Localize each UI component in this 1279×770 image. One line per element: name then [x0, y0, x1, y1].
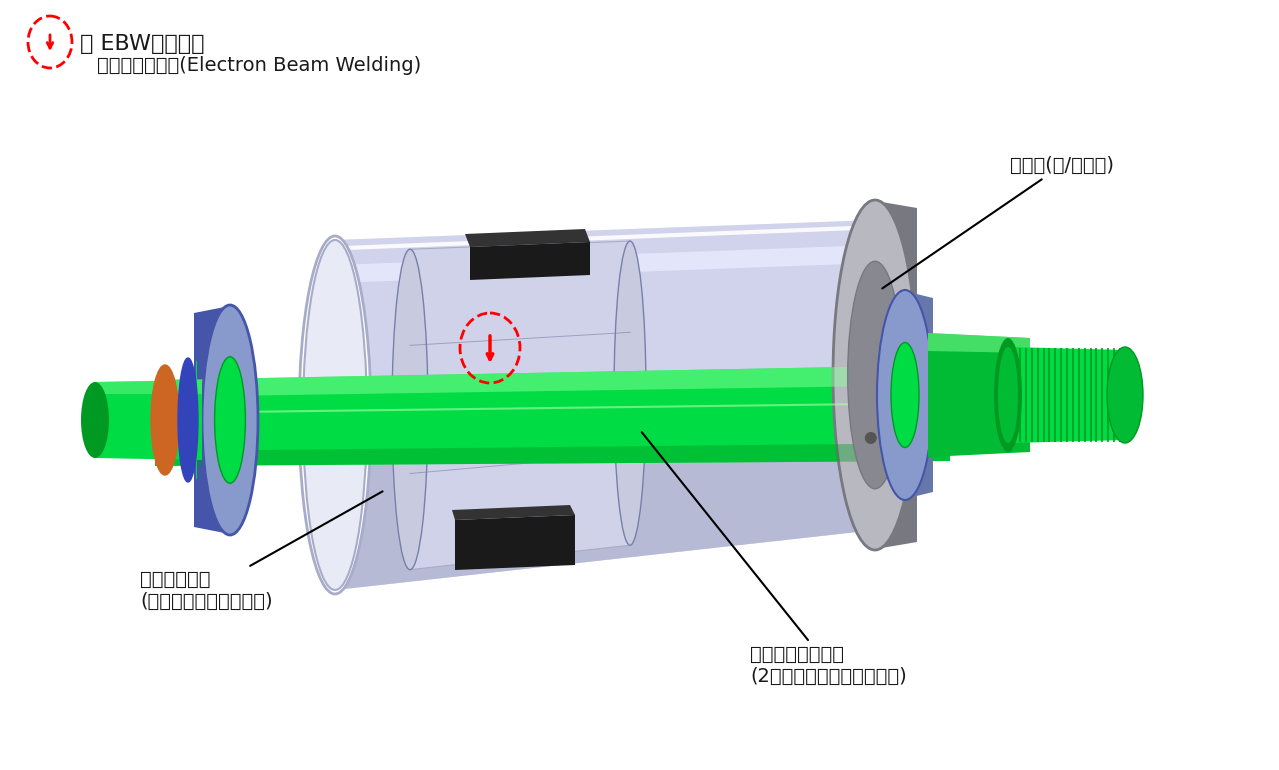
Polygon shape — [194, 305, 235, 535]
Polygon shape — [95, 380, 202, 394]
Ellipse shape — [994, 338, 1022, 452]
Ellipse shape — [891, 343, 920, 447]
Polygon shape — [870, 200, 917, 550]
Ellipse shape — [998, 347, 1018, 443]
Polygon shape — [411, 241, 631, 570]
Polygon shape — [155, 365, 950, 397]
Ellipse shape — [391, 249, 428, 570]
Polygon shape — [900, 290, 932, 500]
Polygon shape — [455, 515, 576, 570]
Polygon shape — [335, 245, 875, 283]
Ellipse shape — [178, 358, 198, 482]
Ellipse shape — [848, 261, 902, 489]
Polygon shape — [335, 220, 875, 590]
Text: ： EBW接合箇所: ： EBW接合箇所 — [81, 34, 205, 54]
Polygon shape — [155, 365, 950, 466]
Polygon shape — [929, 333, 1030, 353]
Ellipse shape — [877, 290, 932, 500]
Polygon shape — [466, 229, 590, 247]
Ellipse shape — [81, 382, 109, 458]
Ellipse shape — [215, 357, 246, 484]
Ellipse shape — [865, 432, 877, 444]
Text: ローターコア
(積層プレス＋磁石封止): ローターコア (積層プレス＋磁石封止) — [139, 491, 382, 611]
Polygon shape — [929, 333, 1030, 457]
Ellipse shape — [202, 305, 258, 535]
Polygon shape — [335, 220, 875, 415]
Polygon shape — [95, 380, 202, 460]
Ellipse shape — [614, 241, 646, 545]
Polygon shape — [155, 443, 950, 466]
Text: 電子ビーム溶接(Electron Beam Welding): 電子ビーム溶接(Electron Beam Welding) — [97, 56, 421, 75]
Text: ローターシャフト
(2ピース：鍛造品＋鍛造品): ローターシャフト (2ピース：鍛造品＋鍛造品) — [642, 432, 907, 686]
Ellipse shape — [833, 200, 917, 550]
Polygon shape — [1010, 347, 1126, 443]
Text: 端面板(鉄/アルミ): 端面板(鉄/アルミ) — [883, 156, 1114, 289]
Polygon shape — [469, 242, 590, 280]
Ellipse shape — [299, 236, 371, 594]
Polygon shape — [335, 375, 875, 590]
Ellipse shape — [151, 365, 179, 475]
Ellipse shape — [1108, 347, 1143, 443]
Polygon shape — [451, 505, 576, 520]
Ellipse shape — [303, 240, 367, 590]
